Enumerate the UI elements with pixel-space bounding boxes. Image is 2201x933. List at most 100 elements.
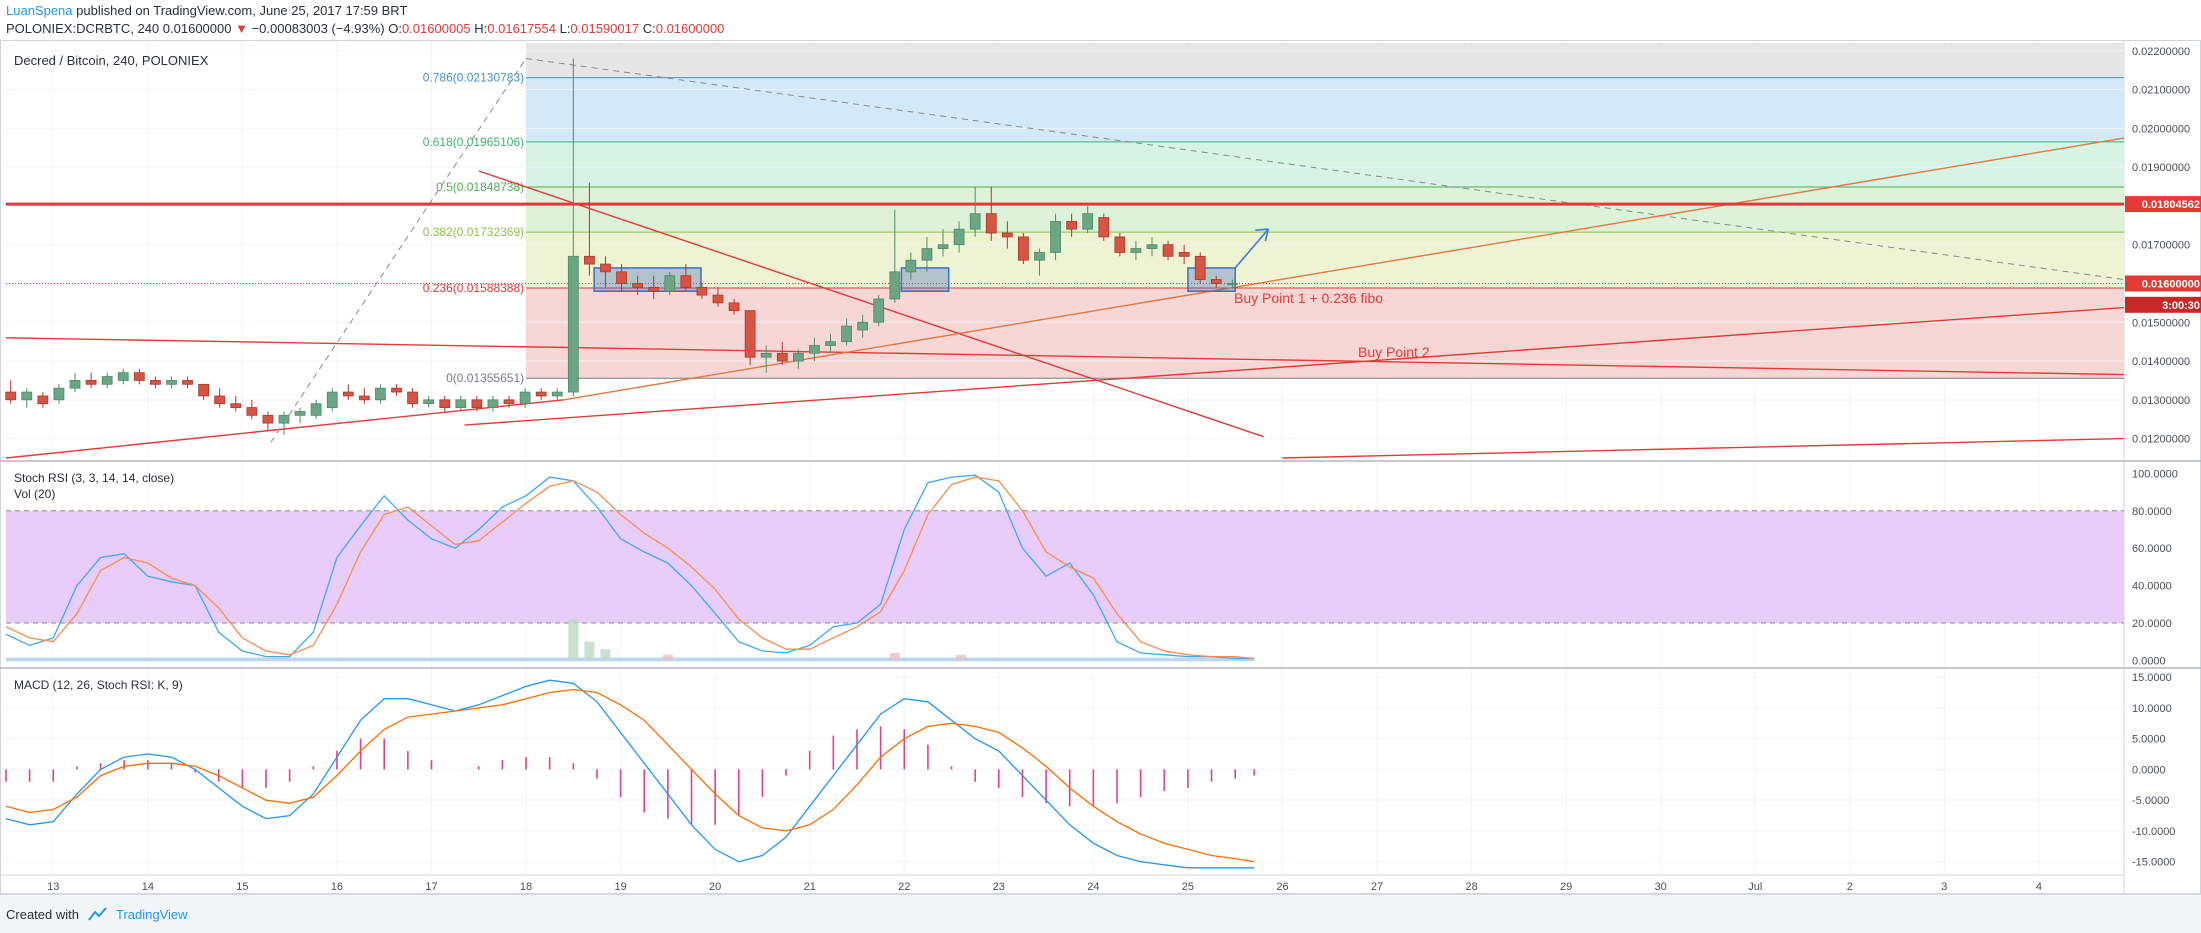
time-axis-label: 17 [425, 881, 437, 893]
candle-body [889, 271, 901, 300]
candle-body [696, 286, 708, 296]
tradingview-brand-link[interactable]: TradingView [116, 907, 188, 922]
macd-pane-title: MACD (12, 26, Stoch RSI: K, 9) [14, 678, 183, 692]
consolidation-zone [900, 267, 950, 292]
time-axis-label: 15 [236, 881, 248, 893]
candle-body [1210, 279, 1222, 284]
fib-level-label: 0.5(0.01848738) [436, 180, 524, 194]
price-axis-label: 0.01200000 [2132, 434, 2190, 446]
candle-body [391, 387, 402, 393]
time-axis-label: 21 [804, 881, 816, 893]
tradingview-logo-icon[interactable] [88, 907, 108, 921]
buy-point-annotation: Buy Point 1 + 0.236 fibo [1234, 290, 1383, 306]
published-text: published on TradingView.com, June 25, 2… [76, 3, 408, 18]
symbol-line: POLONIEX:DCRBTC, 240 0.01600000 ▼ −0.000… [6, 21, 724, 36]
candle-body [198, 383, 209, 397]
candle-body [487, 399, 499, 408]
price-axis-tag [2125, 275, 2201, 292]
trendline [5, 399, 564, 459]
fib-band [526, 186, 2124, 233]
fib-band [526, 77, 2124, 142]
macd-axis-label: -15.0000 [2132, 857, 2175, 869]
candle-body [1050, 221, 1061, 253]
time-axis-label: 29 [1560, 881, 1572, 893]
fib-level-label: 0.382(0.01732369) [423, 225, 524, 239]
candle-body [214, 395, 226, 405]
candle-body [648, 286, 660, 292]
candle-body [873, 298, 885, 323]
candle-body [1162, 244, 1174, 257]
candle-body [809, 345, 820, 354]
time-axis-label: 25 [1182, 881, 1194, 893]
down-arrow-icon: ▼ [235, 21, 248, 36]
time-axis-label: Jul [1748, 881, 1762, 893]
stoch-axis-label: 0.0000 [2132, 655, 2166, 667]
price-axis-label: 0.01700000 [2132, 240, 2190, 252]
candle-body [37, 395, 49, 405]
candle-body [1226, 283, 1238, 285]
projection-arrow [1234, 228, 1269, 269]
candle-body [326, 391, 338, 408]
stoch-axis-label: 60.0000 [2132, 543, 2172, 555]
candle-body [439, 399, 451, 408]
price-pane-title: Decred / Bitcoin, 240, POLONIEX [14, 53, 209, 68]
candle-body [455, 399, 467, 408]
time-axis-label: 4 [2036, 881, 2042, 893]
time-axis-label: 30 [1655, 881, 1667, 893]
candle-body [584, 255, 595, 265]
price-axis-label: 0.01400000 [2132, 356, 2190, 368]
fib-level-label: 0(0.01355651) [446, 371, 524, 385]
time-axis-label: 18 [520, 881, 532, 893]
candle-body [278, 414, 290, 424]
trendline [563, 137, 2125, 401]
time-axis-label: 24 [1087, 881, 1099, 893]
time-axis-label: 14 [142, 881, 154, 893]
candle-body [1034, 252, 1045, 261]
candle-body [600, 263, 611, 273]
trendline [478, 170, 1264, 438]
candle-body [519, 391, 531, 405]
time-axis-label: 19 [614, 881, 626, 893]
candle-body [262, 414, 274, 424]
price-axis-label: 0.02000000 [2132, 123, 2190, 135]
stoch-axis-label: 100.0000 [2132, 468, 2178, 480]
candle-body [616, 271, 627, 284]
candle-body [680, 275, 692, 288]
candle-body [792, 352, 804, 362]
time-axis-label: 2 [1847, 881, 1853, 893]
ohlc-close-label: C: [642, 21, 656, 36]
author-link[interactable]: LuanSpena [6, 3, 73, 18]
candle-body [230, 403, 242, 408]
price-axis-label: 0.01300000 [2132, 395, 2190, 407]
fib-level-label: 0.236(0.01588388) [423, 281, 524, 295]
footer-bar: Created with TradingView [0, 894, 2201, 933]
candle-body [1194, 255, 1206, 280]
ohlc-close-value: 0.01600000 [655, 21, 725, 36]
macd-axis-label: -5.0000 [2132, 795, 2169, 807]
ohlc-low-value: 0.01590017 [570, 21, 640, 36]
volume-pane-title: Vol (20) [14, 487, 55, 501]
candle-body [921, 248, 933, 261]
candle-body [166, 380, 177, 385]
candle-body [1114, 236, 1126, 253]
price-change: −0.00083003 (−4.93%) [251, 21, 385, 36]
volume-bar [568, 619, 579, 661]
time-axis-label: 23 [993, 881, 1005, 893]
candle-body [551, 391, 563, 397]
volume-bar [889, 652, 900, 661]
stoch-pane-title: Stoch RSI (3, 3, 14, 14, close) [14, 471, 174, 485]
candle-body [728, 302, 740, 312]
volume-bar [600, 649, 611, 661]
candle-body [712, 294, 724, 304]
candle-body [246, 407, 258, 416]
candle-body [423, 399, 435, 405]
fib-band [526, 43, 2124, 78]
ohlc-high-value: 0.01617554 [487, 21, 556, 36]
price-axis-label: 0.02200000 [2132, 46, 2190, 58]
stoch-axis-label: 40.0000 [2132, 581, 2172, 593]
arrow-head-icon [1255, 228, 1270, 242]
chart-header: LuanSpena published on TradingView.com, … [0, 0, 2201, 40]
time-axis-label: 28 [1465, 881, 1477, 893]
fib-level-label: 0.618(0.01965106) [423, 135, 524, 149]
